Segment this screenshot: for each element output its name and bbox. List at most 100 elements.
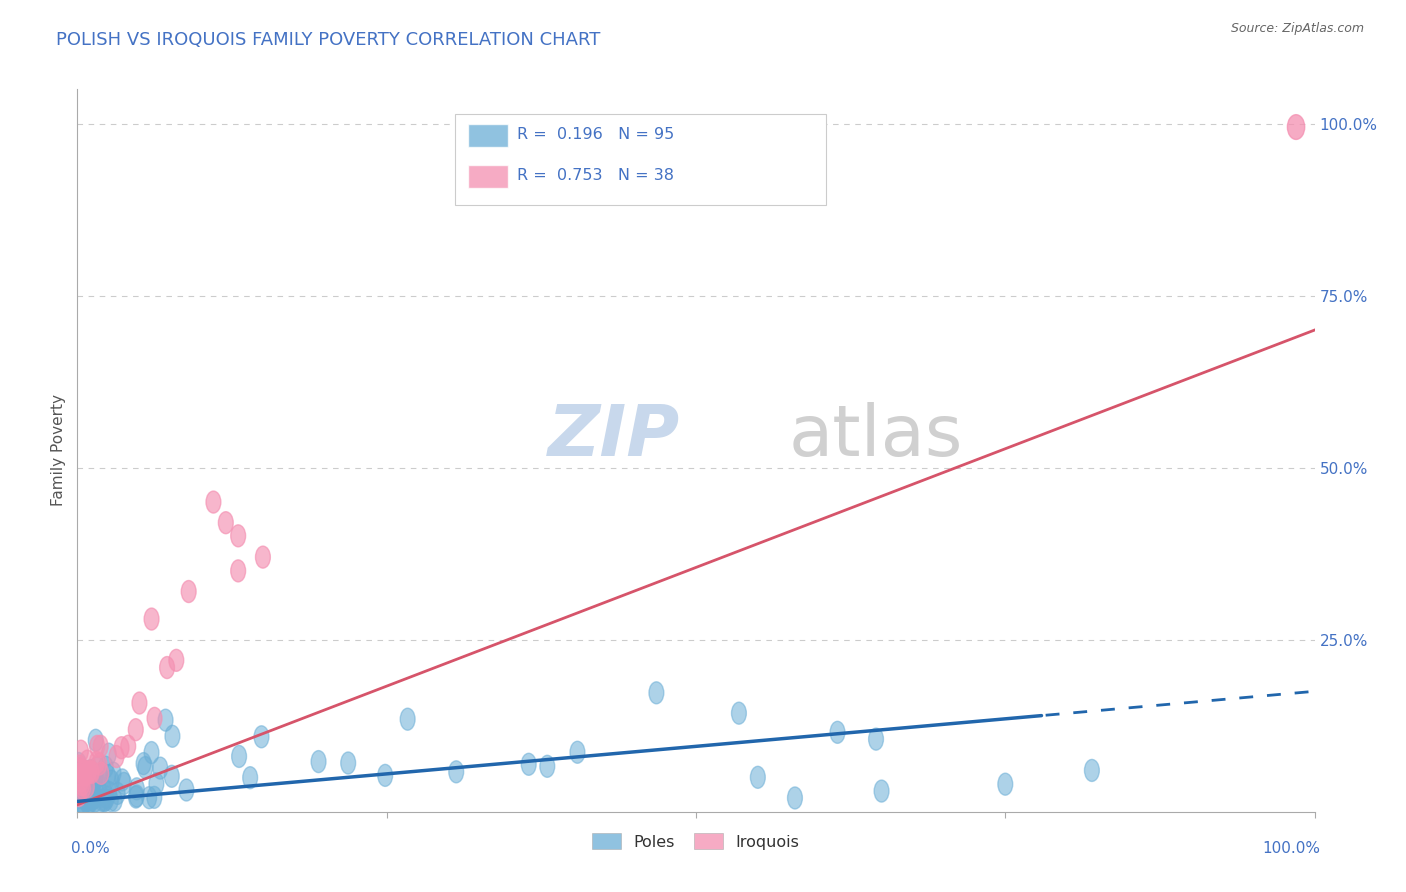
Ellipse shape (875, 780, 889, 802)
Ellipse shape (1288, 115, 1305, 139)
Ellipse shape (142, 787, 156, 809)
Ellipse shape (160, 657, 174, 679)
Ellipse shape (72, 785, 86, 806)
Ellipse shape (93, 735, 108, 757)
Text: Source: ZipAtlas.com: Source: ZipAtlas.com (1230, 22, 1364, 36)
FancyBboxPatch shape (468, 165, 508, 188)
Ellipse shape (256, 546, 270, 568)
FancyBboxPatch shape (454, 114, 825, 205)
Ellipse shape (751, 766, 765, 789)
Ellipse shape (72, 768, 86, 790)
Ellipse shape (87, 790, 103, 813)
Ellipse shape (73, 770, 89, 792)
Ellipse shape (101, 743, 117, 765)
Ellipse shape (76, 783, 91, 805)
Ellipse shape (80, 792, 96, 814)
Ellipse shape (86, 783, 101, 805)
Ellipse shape (82, 762, 96, 783)
Ellipse shape (100, 787, 114, 809)
Ellipse shape (165, 725, 180, 747)
Ellipse shape (731, 702, 747, 724)
Ellipse shape (115, 769, 129, 791)
Ellipse shape (104, 770, 120, 792)
Ellipse shape (340, 752, 356, 774)
Ellipse shape (87, 787, 101, 809)
Ellipse shape (72, 762, 87, 784)
Ellipse shape (117, 772, 131, 795)
Ellipse shape (97, 779, 111, 801)
Ellipse shape (132, 692, 146, 714)
FancyBboxPatch shape (468, 124, 508, 147)
Ellipse shape (146, 787, 162, 808)
Ellipse shape (84, 761, 98, 782)
Ellipse shape (73, 782, 89, 805)
Ellipse shape (94, 789, 110, 811)
Ellipse shape (522, 753, 536, 775)
Ellipse shape (80, 750, 94, 772)
Ellipse shape (72, 774, 86, 797)
Ellipse shape (169, 649, 184, 672)
Ellipse shape (77, 764, 91, 786)
Ellipse shape (82, 764, 96, 787)
Ellipse shape (98, 789, 112, 811)
Ellipse shape (97, 789, 112, 812)
Ellipse shape (129, 778, 145, 800)
Ellipse shape (165, 765, 179, 788)
Ellipse shape (82, 783, 97, 805)
Ellipse shape (218, 512, 233, 533)
Ellipse shape (540, 756, 555, 777)
Ellipse shape (114, 737, 129, 759)
Ellipse shape (181, 581, 195, 602)
Ellipse shape (569, 741, 585, 764)
Ellipse shape (787, 787, 803, 809)
Ellipse shape (232, 746, 246, 767)
Ellipse shape (77, 784, 93, 806)
Ellipse shape (84, 782, 100, 805)
Ellipse shape (84, 767, 100, 789)
Ellipse shape (91, 753, 107, 775)
Ellipse shape (75, 775, 90, 797)
Ellipse shape (79, 789, 94, 812)
Ellipse shape (128, 719, 143, 740)
Ellipse shape (128, 786, 143, 808)
Ellipse shape (82, 777, 96, 799)
Ellipse shape (72, 757, 86, 780)
Ellipse shape (72, 753, 86, 774)
Ellipse shape (107, 789, 122, 812)
Ellipse shape (89, 751, 104, 773)
Ellipse shape (84, 779, 98, 800)
Text: 100.0%: 100.0% (1263, 840, 1320, 855)
Ellipse shape (89, 730, 103, 751)
Ellipse shape (830, 722, 845, 743)
Ellipse shape (91, 792, 105, 814)
Ellipse shape (76, 772, 91, 794)
Ellipse shape (110, 746, 124, 767)
Ellipse shape (149, 772, 165, 795)
Ellipse shape (93, 782, 107, 805)
Ellipse shape (86, 774, 100, 797)
Ellipse shape (110, 782, 125, 805)
Ellipse shape (83, 790, 98, 813)
Ellipse shape (72, 780, 87, 803)
Ellipse shape (243, 767, 257, 789)
Legend: Poles, Iroquois: Poles, Iroquois (588, 829, 804, 855)
Y-axis label: Family Poverty: Family Poverty (51, 394, 66, 507)
Text: ZIP: ZIP (547, 401, 679, 470)
Ellipse shape (75, 773, 90, 796)
Ellipse shape (76, 792, 90, 814)
Ellipse shape (869, 728, 883, 750)
Ellipse shape (136, 753, 150, 774)
Ellipse shape (73, 740, 89, 762)
Ellipse shape (231, 560, 246, 582)
Ellipse shape (254, 726, 269, 747)
Ellipse shape (84, 762, 100, 783)
Ellipse shape (86, 763, 100, 785)
Text: atlas: atlas (789, 401, 963, 470)
Ellipse shape (83, 760, 98, 781)
Ellipse shape (138, 756, 153, 779)
Ellipse shape (104, 789, 118, 812)
Ellipse shape (98, 756, 112, 778)
Ellipse shape (82, 778, 96, 799)
Ellipse shape (449, 761, 464, 783)
Ellipse shape (101, 781, 117, 804)
